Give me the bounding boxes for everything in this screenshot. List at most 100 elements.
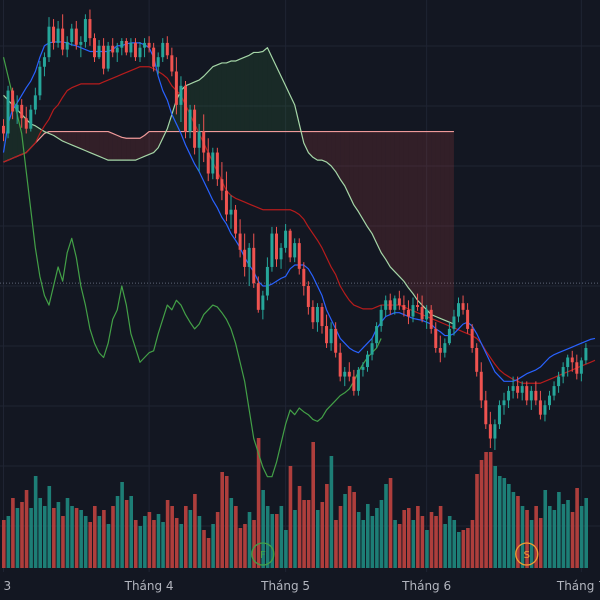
candle-body xyxy=(320,306,324,327)
cloud-segment xyxy=(413,131,418,301)
candle-body xyxy=(416,305,420,307)
cloud-segment xyxy=(244,55,250,132)
candle-body xyxy=(170,55,174,72)
cloud-segment xyxy=(99,131,104,159)
candle-body xyxy=(47,26,51,58)
cloud-segment xyxy=(340,131,345,186)
candle-body xyxy=(325,326,329,344)
volume-bar xyxy=(557,492,561,568)
volume-bar xyxy=(215,512,220,568)
candle-body xyxy=(179,85,183,105)
candle-body xyxy=(507,390,511,401)
candle-body xyxy=(566,357,570,368)
volume-bar xyxy=(338,506,343,568)
volume-bar xyxy=(447,516,452,568)
cloud-segment xyxy=(171,100,177,132)
candle-body xyxy=(561,367,565,377)
volume-bar xyxy=(133,520,138,568)
candle-body xyxy=(115,47,119,53)
volume-bar xyxy=(552,510,557,568)
x-axis: 3 Tháng 4 Tháng 5 Tháng 6 Tháng 7 xyxy=(4,579,600,593)
cloud-segment xyxy=(408,131,413,294)
volume-bar xyxy=(143,516,147,568)
volume-bar xyxy=(15,508,20,568)
volume-bar xyxy=(33,476,38,568)
volume-bar xyxy=(443,524,447,568)
volume-bar xyxy=(74,508,79,568)
candle-body xyxy=(161,42,165,58)
volume-bar xyxy=(507,484,511,568)
volume-bar xyxy=(179,524,184,568)
volume-bar xyxy=(224,476,229,568)
volume-bar xyxy=(375,508,379,568)
candle-body xyxy=(15,104,19,112)
candle-body xyxy=(457,303,460,317)
candle-body xyxy=(147,42,151,48)
cloud-segment xyxy=(240,57,245,132)
candle-body xyxy=(102,45,106,69)
volume-bar xyxy=(302,500,306,568)
candle-body xyxy=(375,326,379,344)
cloud-segment xyxy=(130,138,136,161)
candle-body xyxy=(370,343,374,355)
cloud-segment xyxy=(253,52,259,132)
volume-bar xyxy=(388,478,393,568)
volume-bar xyxy=(115,496,120,568)
volume-bar xyxy=(20,502,24,568)
volume-bar xyxy=(147,512,152,568)
candle-body xyxy=(338,352,342,377)
volume-bar xyxy=(111,506,115,568)
candle-body xyxy=(461,303,465,310)
candle-body xyxy=(302,268,306,286)
candle-body xyxy=(288,230,292,258)
cloud-segment xyxy=(444,131,450,323)
candle-body xyxy=(70,28,74,42)
x-tick-label: Tháng 6 xyxy=(401,579,451,593)
x-tick-label: Tháng 5 xyxy=(260,579,310,593)
candle-body xyxy=(384,300,388,310)
volume-bar xyxy=(434,516,438,568)
candle-body xyxy=(538,400,542,415)
volume-bar xyxy=(65,498,70,568)
candle-body xyxy=(447,328,451,344)
cloud-segment xyxy=(112,133,118,161)
candle-body xyxy=(83,19,87,42)
volume-bar xyxy=(584,498,588,568)
volume-bar xyxy=(288,466,293,568)
volume-bar xyxy=(543,490,548,568)
candle-body xyxy=(29,109,33,129)
candle-body xyxy=(24,118,28,129)
cloud-segment xyxy=(417,131,423,306)
cloud-segment xyxy=(449,131,454,325)
candle-body xyxy=(256,283,260,310)
volume-bar xyxy=(438,506,443,568)
cloud-segment xyxy=(358,131,363,220)
cloud-segment xyxy=(212,64,218,132)
senkou-span-b-line xyxy=(3,130,454,163)
cloud-segment xyxy=(12,104,18,159)
cloud-segment xyxy=(431,131,436,317)
candle-body xyxy=(20,104,24,119)
volume-bar xyxy=(129,496,133,568)
candle-body xyxy=(202,131,206,153)
cloud-segment xyxy=(372,131,377,244)
volume-bar xyxy=(297,486,302,568)
candle-body xyxy=(493,424,497,439)
volume-bar xyxy=(293,510,297,568)
candle-body xyxy=(270,233,274,267)
volume-bar xyxy=(38,498,42,568)
candle-body xyxy=(434,328,438,348)
cloud-segment xyxy=(135,138,140,161)
candle-body xyxy=(525,386,529,401)
cloud-segment xyxy=(367,131,373,234)
cloud-segment xyxy=(335,131,341,180)
volume-bar xyxy=(425,530,429,568)
volume-bar xyxy=(165,500,170,568)
volume-bar xyxy=(497,476,502,568)
volume-bar xyxy=(579,506,584,568)
candle-body xyxy=(211,152,215,174)
candle-body xyxy=(184,85,187,132)
